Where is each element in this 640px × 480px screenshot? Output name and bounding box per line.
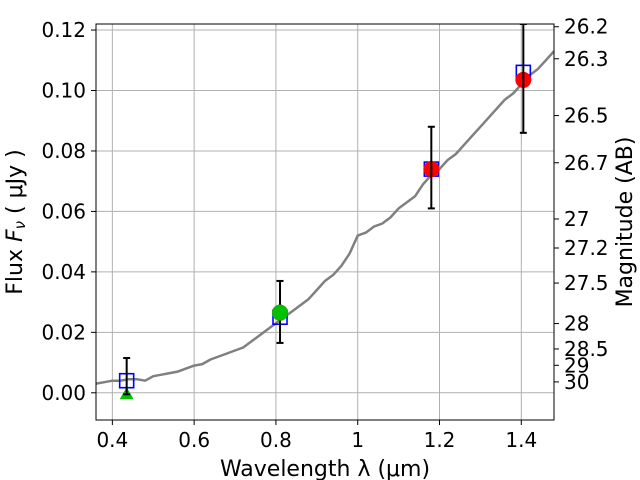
magnitude-tick-label: 30: [564, 370, 589, 394]
y-tick-label: 0.00: [41, 381, 86, 405]
x-tick-label: 0.8: [260, 428, 292, 452]
magnitude-tick-label: 27.5: [564, 271, 609, 295]
magnitude-tick-label: 28.5: [564, 337, 609, 361]
plot-content: [96, 24, 554, 400]
y-tick-label: 0.10: [41, 79, 86, 103]
axis-ticks: 0.4 0.6 0.8 1 1.2 1.4 0.00 0.02 0.04 0.06 0.08 0.10…: [41, 15, 608, 452]
magnitude-tick-label: 26.7: [564, 151, 609, 175]
y-tick-label: 0.12: [41, 18, 86, 42]
magnitude-tick-label: 28: [564, 312, 589, 336]
y-tick-label: 0.08: [41, 139, 86, 163]
grid: [96, 24, 554, 420]
magnitude-tick-label: 27: [564, 207, 589, 231]
magnitude-tick-label: 26.2: [564, 15, 609, 39]
y-axis-title: Flux Fν ( μJy ): [3, 149, 29, 294]
x-tick-label: 0.6: [178, 428, 210, 452]
magnitude-tick-label: 29: [564, 353, 589, 377]
sed-model-line: [96, 50, 554, 385]
y-axis-title-suffix: ( μJy ): [3, 149, 28, 221]
y-axis-title-symbol: F: [3, 229, 28, 242]
x-tick-label: 1: [351, 428, 364, 452]
y-tick-label: 0.06: [41, 199, 86, 223]
y-tick-label: 0.02: [41, 320, 86, 344]
detected-flux-point: [272, 304, 289, 321]
magnitude-tick-label: 26.5: [564, 104, 609, 128]
y-tick-label: 0.04: [41, 260, 86, 284]
magnitude-tick-label: 26.3: [564, 47, 609, 71]
x-tick-label: 1.4: [505, 428, 537, 452]
x-axis-title: Wavelength λ (μm): [220, 457, 430, 480]
y-axis-title-prefix: Flux: [3, 242, 28, 295]
plot-frame: [95, 23, 555, 421]
x-tick-label: 0.4: [96, 428, 128, 452]
y-axis-title-subscript: ν: [11, 221, 29, 229]
plot-area: [96, 24, 554, 400]
magnitude-tick-label: 27.2: [564, 236, 609, 260]
x-tick-label: 1.2: [424, 428, 456, 452]
right-axis-title: Magnitude (AB): [613, 137, 638, 308]
